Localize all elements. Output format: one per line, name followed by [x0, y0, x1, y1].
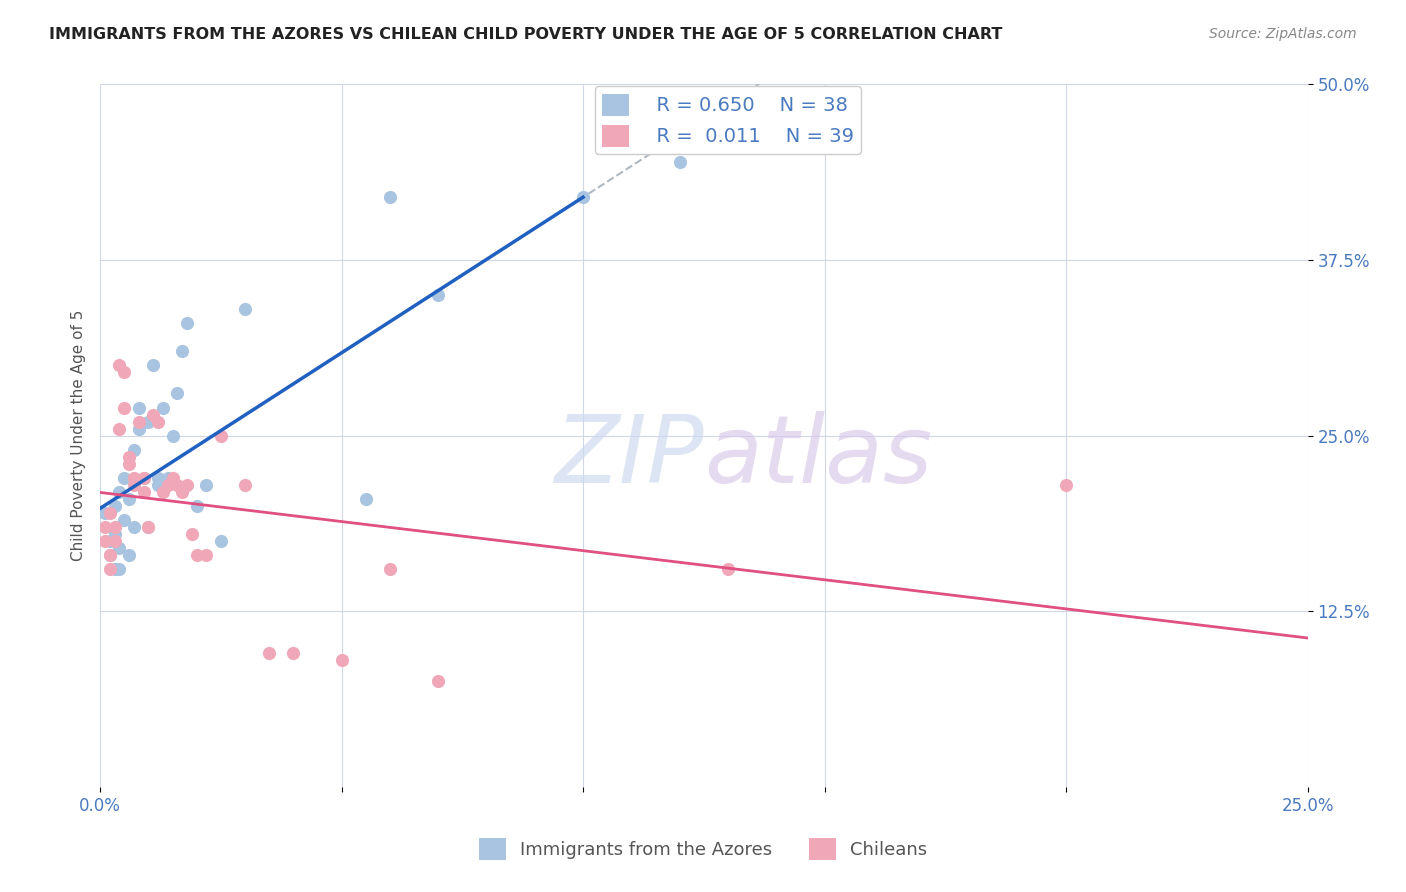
Point	[104, 499, 127, 513]
Legend: Immigrants from the Azores, Chileans: Immigrants from the Azores, Chileans	[471, 830, 935, 867]
Point	[122, 478, 145, 492]
Point	[354, 491, 377, 506]
Point	[180, 527, 202, 541]
Point	[132, 484, 155, 499]
Point	[427, 674, 450, 689]
Point	[186, 548, 208, 562]
Point	[176, 478, 198, 492]
Point	[122, 471, 145, 485]
Point	[104, 562, 127, 576]
Point	[166, 478, 188, 492]
Point	[138, 415, 160, 429]
Point	[128, 415, 150, 429]
Text: atlas: atlas	[704, 411, 932, 502]
Legend:   R = 0.650    N = 38,   R =  0.011    N = 39: R = 0.650 N = 38, R = 0.011 N = 39	[595, 87, 860, 154]
Point	[152, 401, 174, 415]
Point	[98, 506, 121, 520]
Point	[668, 154, 690, 169]
Point	[257, 646, 280, 660]
Point	[112, 513, 135, 527]
Point	[108, 422, 131, 436]
Point	[195, 478, 218, 492]
Point	[118, 450, 141, 464]
Point	[172, 484, 194, 499]
Point	[108, 359, 131, 373]
Point	[118, 457, 141, 471]
Point	[166, 386, 188, 401]
Point	[104, 520, 127, 534]
Point	[233, 478, 256, 492]
Point	[118, 491, 141, 506]
Point	[112, 366, 135, 380]
Point	[378, 562, 401, 576]
Point	[98, 548, 121, 562]
Point	[146, 415, 169, 429]
Point	[132, 471, 155, 485]
Point	[138, 520, 160, 534]
Point	[132, 471, 155, 485]
Point	[122, 520, 145, 534]
Point	[142, 408, 165, 422]
Point	[176, 316, 198, 330]
Point	[283, 646, 305, 660]
Point	[146, 478, 169, 492]
Point	[156, 478, 179, 492]
Point	[104, 534, 127, 549]
Point	[108, 541, 131, 555]
Point	[209, 534, 232, 549]
Point	[152, 484, 174, 499]
Point	[142, 359, 165, 373]
Point	[209, 428, 232, 442]
Point	[156, 471, 179, 485]
Point	[108, 562, 131, 576]
Text: IMMIGRANTS FROM THE AZORES VS CHILEAN CHILD POVERTY UNDER THE AGE OF 5 CORRELATI: IMMIGRANTS FROM THE AZORES VS CHILEAN CH…	[49, 27, 1002, 42]
Point	[162, 428, 184, 442]
Point	[98, 548, 121, 562]
Point	[128, 422, 150, 436]
Point	[172, 344, 194, 359]
Point	[1054, 478, 1077, 492]
Point	[94, 520, 117, 534]
Point	[104, 527, 127, 541]
Text: ZIP: ZIP	[554, 411, 704, 502]
Point	[112, 471, 135, 485]
Point	[572, 190, 595, 204]
Y-axis label: Child Poverty Under the Age of 5: Child Poverty Under the Age of 5	[72, 310, 86, 561]
Point	[717, 562, 740, 576]
Point	[378, 190, 401, 204]
Point	[195, 548, 218, 562]
Point	[162, 471, 184, 485]
Point	[186, 499, 208, 513]
Text: Source: ZipAtlas.com: Source: ZipAtlas.com	[1209, 27, 1357, 41]
Point	[146, 471, 169, 485]
Point	[118, 548, 141, 562]
Point	[128, 401, 150, 415]
Point	[330, 653, 353, 667]
Point	[122, 442, 145, 457]
Point	[94, 534, 117, 549]
Point	[98, 562, 121, 576]
Point	[98, 534, 121, 549]
Point	[233, 302, 256, 317]
Point	[138, 520, 160, 534]
Point	[427, 288, 450, 302]
Point	[108, 484, 131, 499]
Point	[94, 506, 117, 520]
Point	[112, 401, 135, 415]
